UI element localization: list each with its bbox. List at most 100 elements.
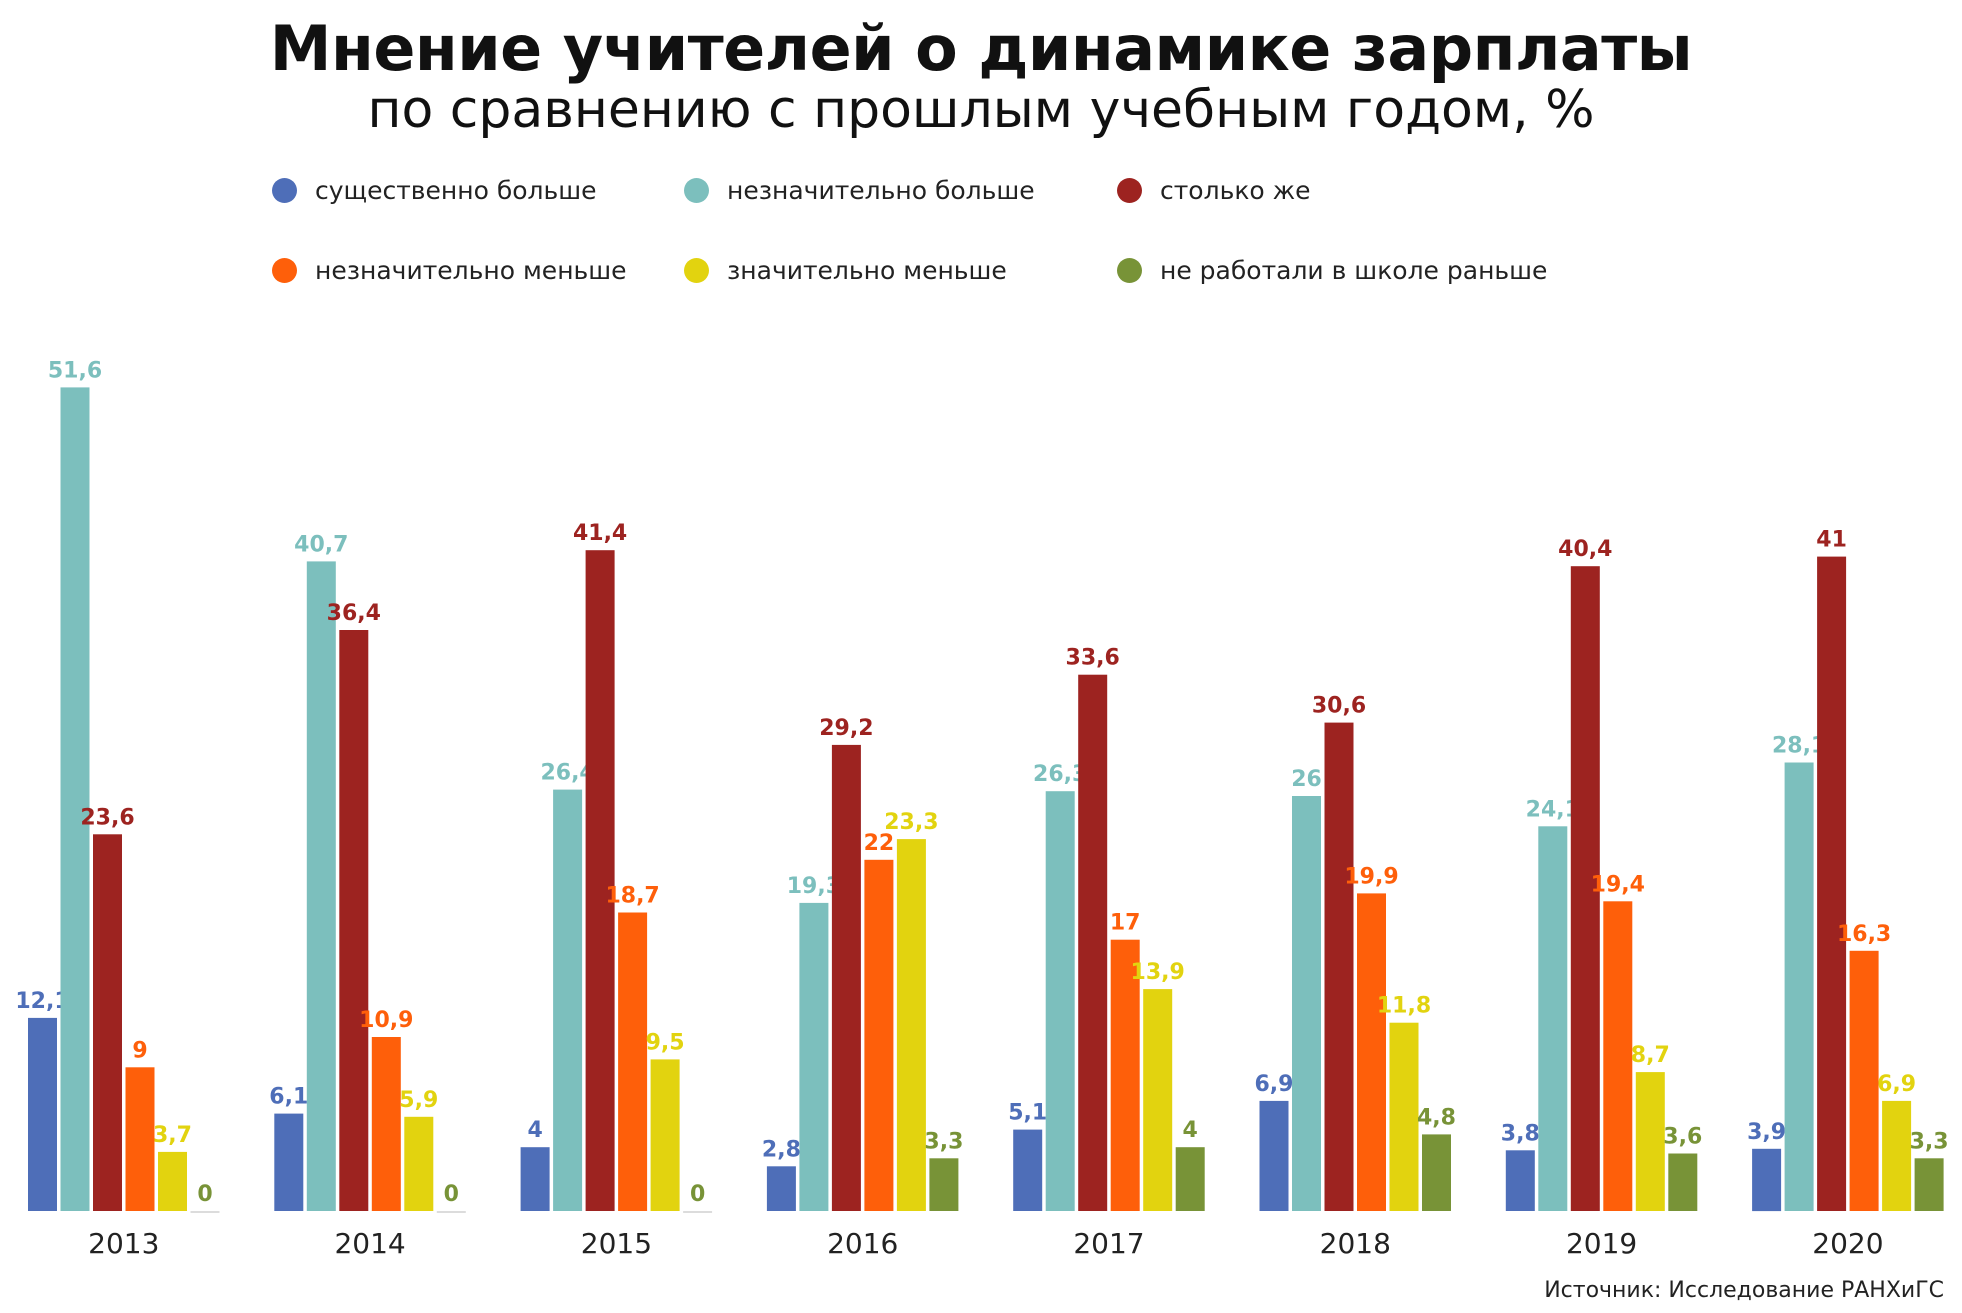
legend-marker: [1117, 258, 1142, 283]
legend-label: значительно меньше: [727, 256, 1007, 285]
bar: [520, 1147, 550, 1211]
bar: [864, 859, 894, 1211]
x-tick-label: 2015: [581, 1227, 652, 1260]
bar: [1078, 674, 1108, 1211]
legend-label: незначительно больше: [727, 176, 1035, 205]
x-tick-label: 2018: [1320, 1227, 1391, 1260]
bar: [1538, 826, 1568, 1211]
bar: [1110, 939, 1140, 1211]
legend-label: не работали в школе раньше: [1160, 256, 1548, 285]
x-tick-label: 2014: [334, 1227, 405, 1260]
data-label: 29,2: [819, 716, 873, 741]
bar: [1422, 1134, 1451, 1211]
data-label: 41: [1816, 528, 1847, 553]
chart-subtitle: по сравнению с прошлым учебным годом, %: [367, 80, 1595, 140]
data-label: 4: [1183, 1118, 1198, 1143]
data-label: 3,8: [1501, 1121, 1540, 1146]
bar: [125, 1067, 155, 1211]
legend-item: значительно меньше: [684, 256, 1007, 285]
legend-marker: [272, 178, 297, 203]
bar: [1324, 722, 1354, 1211]
data-label: 22: [864, 831, 895, 856]
bar: [436, 1211, 466, 1213]
bar: [1603, 901, 1633, 1211]
data-label: 17: [1110, 911, 1141, 936]
data-label: 19,4: [1591, 872, 1645, 897]
bar: [1882, 1100, 1912, 1211]
data-label: 6,9: [1877, 1072, 1916, 1097]
bar: [1143, 989, 1173, 1211]
bar: [553, 789, 583, 1211]
data-label: 33,6: [1066, 646, 1120, 671]
x-tick-label: 2020: [1812, 1227, 1883, 1260]
data-label: 23,3: [884, 810, 938, 835]
bar: [650, 1059, 680, 1211]
bar: [1784, 762, 1814, 1211]
data-label: 5,9: [399, 1088, 438, 1113]
legend-label: столько же: [1160, 176, 1311, 205]
x-tick-label: 2019: [1566, 1227, 1637, 1260]
legend-label: существенно больше: [315, 176, 597, 205]
data-label: 9: [132, 1038, 147, 1063]
data-label: 23,6: [80, 805, 134, 830]
bar: [585, 550, 615, 1211]
data-label: 9,5: [646, 1030, 685, 1055]
bar: [929, 1158, 959, 1211]
bar: [339, 630, 369, 1211]
bar: [158, 1151, 187, 1211]
bar: [1045, 791, 1075, 1211]
data-label: 36,4: [327, 601, 381, 626]
legend-item: столько же: [1117, 176, 1311, 205]
bar: [1914, 1158, 1944, 1211]
legend-item: незначительно меньше: [272, 256, 627, 285]
bar: [306, 561, 336, 1211]
x-tick-label: 2013: [88, 1227, 159, 1260]
bar: [766, 1166, 796, 1211]
data-label: 19,9: [1344, 864, 1398, 889]
data-label: 10,9: [359, 1008, 413, 1033]
data-label: 2,8: [762, 1137, 801, 1162]
bar: [1505, 1150, 1535, 1211]
data-label: 3,9: [1747, 1120, 1786, 1145]
bar: [831, 744, 861, 1211]
legend-marker: [684, 258, 709, 283]
data-label: 3,7: [153, 1123, 192, 1148]
data-label: 4,8: [1417, 1105, 1456, 1130]
data-label: 13,9: [1131, 960, 1185, 985]
bar: [1259, 1100, 1289, 1211]
data-label: 51,6: [48, 358, 102, 383]
data-label: 40,7: [294, 532, 348, 557]
bar: [683, 1211, 713, 1213]
bar: [1292, 796, 1321, 1211]
data-label: 3,3: [924, 1129, 963, 1154]
data-label: 0: [444, 1182, 459, 1207]
data-label: 3,6: [1663, 1125, 1702, 1150]
bar: [1357, 893, 1386, 1211]
bar: [1570, 566, 1600, 1211]
bar: [404, 1116, 434, 1211]
data-label: 16,3: [1837, 922, 1891, 947]
data-label: 8,7: [1631, 1043, 1670, 1068]
legend-item: не работали в школе раньше: [1117, 256, 1547, 285]
bar: [896, 839, 926, 1211]
data-label: 3,3: [1910, 1129, 1949, 1154]
legend-item: существенно больше: [272, 176, 597, 205]
chart-title: Мнение учителей о динамике зарплаты: [269, 12, 1693, 85]
bar: [28, 1017, 57, 1211]
legend-marker: [272, 258, 297, 283]
bar: [1752, 1148, 1782, 1212]
bar: [274, 1113, 304, 1211]
bar: [799, 902, 829, 1211]
data-label: 6,9: [1255, 1072, 1294, 1097]
bar: [371, 1037, 401, 1211]
data-label: 30,6: [1312, 694, 1366, 719]
data-label: 41,4: [573, 521, 627, 546]
data-label: 5,1: [1008, 1101, 1047, 1126]
bar: [93, 834, 122, 1211]
legend-item: незначительно больше: [684, 176, 1035, 205]
bar: [1013, 1129, 1043, 1211]
data-label: 26: [1291, 767, 1322, 792]
data-label: 0: [197, 1182, 212, 1207]
data-label: 40,4: [1558, 537, 1612, 562]
bar: [60, 387, 90, 1211]
